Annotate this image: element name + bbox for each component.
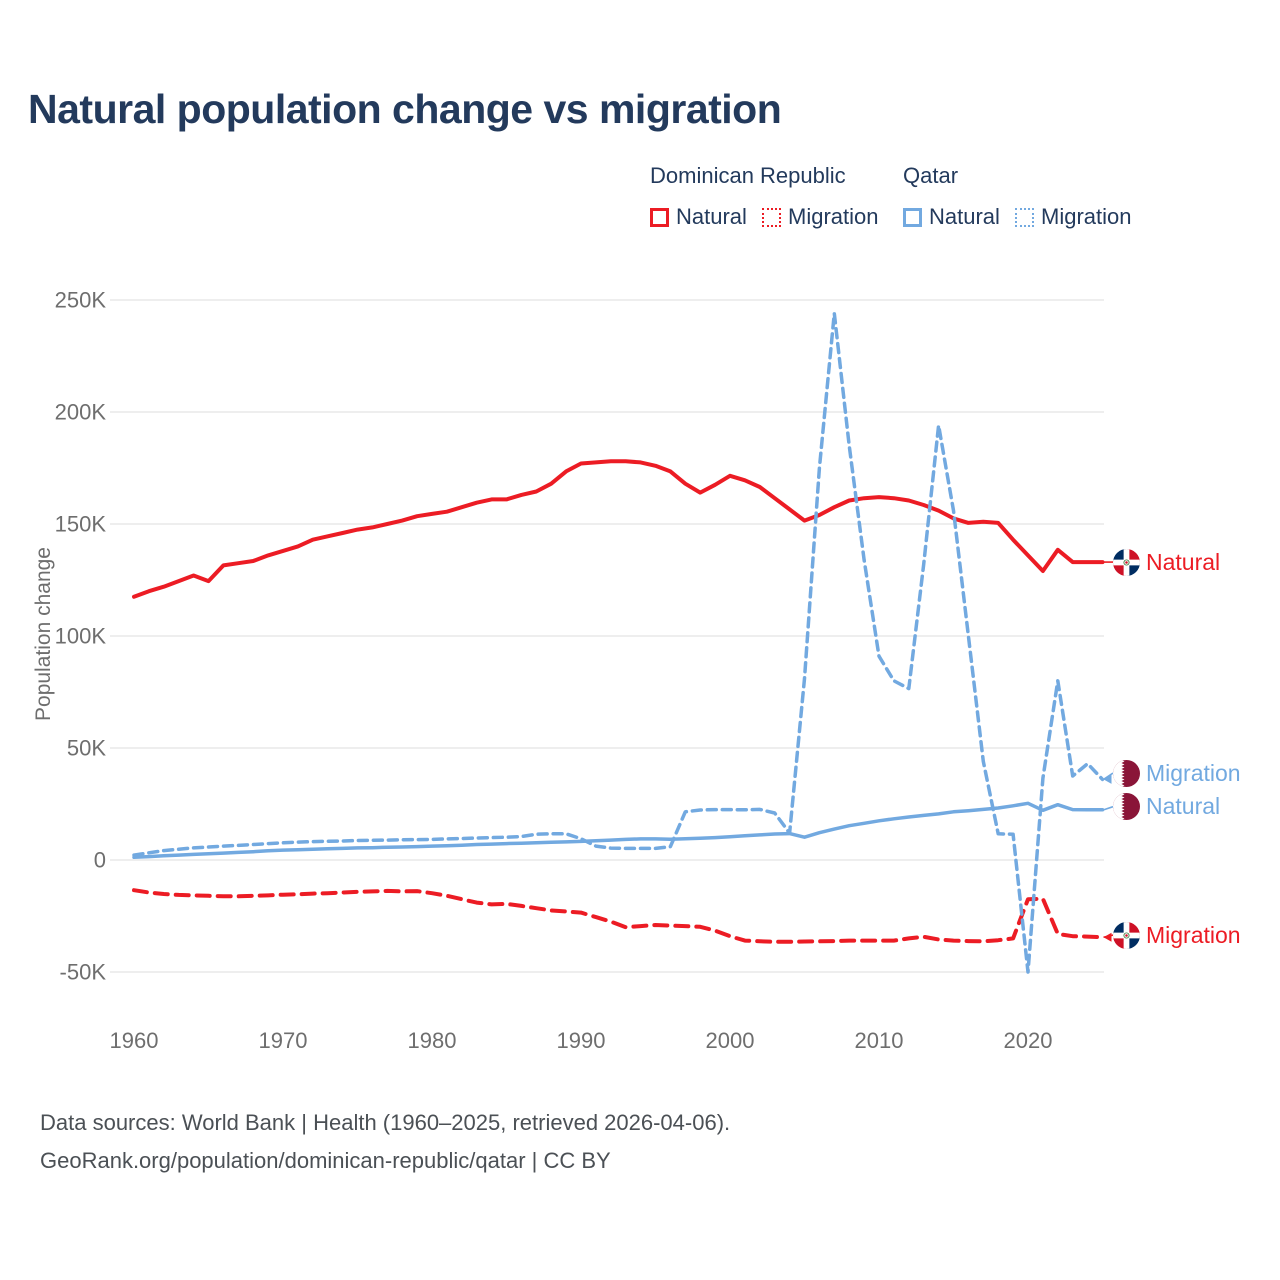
legend-item-dr-natural[interactable]: Natural (650, 204, 747, 230)
qatar-flag-icon (1113, 793, 1140, 820)
svg-text:50K: 50K (67, 736, 106, 761)
svg-text:200K: 200K (55, 400, 107, 425)
legend-label: Migration (1041, 204, 1132, 229)
series-label-text: Migration (1146, 759, 1241, 786)
label-connectors (1103, 561, 1114, 942)
legend-header-dominican-republic: Dominican Republic (650, 163, 846, 188)
series-label-dr-natural: Natural (1113, 549, 1220, 576)
axis-tick-labels: 250K 200K 150K 100K 50K 0 -50K 1960 1970 1980 1990… (55, 288, 1053, 1054)
dominican-republic-flag-icon (1113, 922, 1140, 949)
dr-migration-swatch-icon (762, 207, 781, 227)
legend-item-qatar-natural[interactable]: Natural (903, 204, 1000, 230)
series-label-text: Natural (1146, 793, 1221, 820)
qatar-migration-swatch-icon (1015, 207, 1034, 227)
legend-item-dr-migration[interactable]: Migration (762, 204, 878, 230)
legend-label: Natural (676, 204, 747, 229)
qatar-natural-swatch-icon (903, 207, 922, 227)
svg-text:250K: 250K (55, 288, 107, 313)
series-label-text: Natural (1146, 548, 1221, 575)
svg-text:100K: 100K (55, 624, 107, 649)
chart-title: Natural population change vs migration (28, 86, 782, 132)
series-label-dr-migration: Migration (1113, 922, 1241, 949)
svg-text:2020: 2020 (1004, 1028, 1053, 1053)
dominican-republic-flag-icon (1113, 549, 1140, 576)
dr-natural-swatch-icon (650, 207, 669, 227)
data-sources-note: Data sources: World Bank | Health (1960–… (40, 1110, 731, 1135)
svg-text:1990: 1990 (557, 1028, 606, 1053)
svg-text:2000: 2000 (706, 1028, 755, 1053)
svg-text:1960: 1960 (110, 1028, 159, 1053)
legend-label: Migration (788, 204, 879, 229)
legend-item-qatar-migration[interactable]: Migration (1015, 204, 1131, 230)
svg-text:150K: 150K (55, 512, 107, 537)
data-series-lines (132, 311, 1105, 974)
legend-label: Natural (929, 204, 1000, 229)
series-label-text: Migration (1146, 921, 1241, 948)
series-label-qatar-migration: Migration (1113, 760, 1241, 787)
series-label-qatar-natural: Natural (1113, 793, 1220, 820)
gridlines (110, 299, 1104, 973)
legend-header-qatar: Qatar (903, 163, 959, 188)
svg-text:-50K: -50K (60, 960, 107, 985)
qatar-flag-icon (1113, 760, 1140, 787)
svg-text:1970: 1970 (259, 1028, 308, 1053)
svg-text:0: 0 (94, 848, 106, 873)
svg-text:2010: 2010 (855, 1028, 904, 1053)
attribution-note[interactable]: GeoRank.org/population/dominican-republi… (40, 1148, 611, 1173)
svg-text:1980: 1980 (408, 1028, 457, 1053)
